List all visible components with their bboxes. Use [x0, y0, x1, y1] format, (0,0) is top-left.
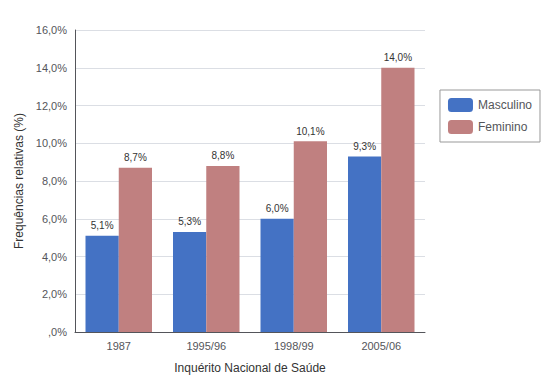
svg-text:14,0%: 14,0% [36, 62, 67, 74]
svg-text:14,0%: 14,0% [384, 52, 412, 63]
svg-text:8,7%: 8,7% [124, 152, 147, 163]
svg-text:5,3%: 5,3% [178, 216, 201, 227]
svg-text:1998/99: 1998/99 [274, 340, 314, 352]
svg-text:Feminino: Feminino [478, 120, 528, 134]
svg-text:6,0%: 6,0% [266, 203, 289, 214]
svg-text:4,0%: 4,0% [42, 251, 67, 263]
svg-text:1987: 1987 [107, 340, 131, 352]
svg-text:1995/96: 1995/96 [186, 340, 226, 352]
svg-text:8,8%: 8,8% [211, 150, 234, 161]
svg-text:Frequências relativas (%): Frequências relativas (%) [12, 113, 26, 249]
svg-text:,0%: ,0% [48, 326, 67, 338]
svg-text:8,0%: 8,0% [42, 175, 67, 187]
svg-text:2,0%: 2,0% [42, 288, 67, 300]
svg-text:10,1%: 10,1% [296, 126, 324, 137]
svg-text:Masculino: Masculino [478, 98, 532, 112]
svg-text:Inquérito Nacional de Saúde: Inquérito Nacional de Saúde [174, 361, 326, 375]
svg-text:10,0%: 10,0% [36, 137, 67, 149]
svg-text:2005/06: 2005/06 [361, 340, 401, 352]
svg-text:16,0%: 16,0% [36, 24, 67, 36]
svg-text:9,3%: 9,3% [353, 141, 376, 152]
svg-text:6,0%: 6,0% [42, 213, 67, 225]
svg-text:12,0%: 12,0% [36, 100, 67, 112]
svg-text:5,1%: 5,1% [91, 220, 114, 231]
